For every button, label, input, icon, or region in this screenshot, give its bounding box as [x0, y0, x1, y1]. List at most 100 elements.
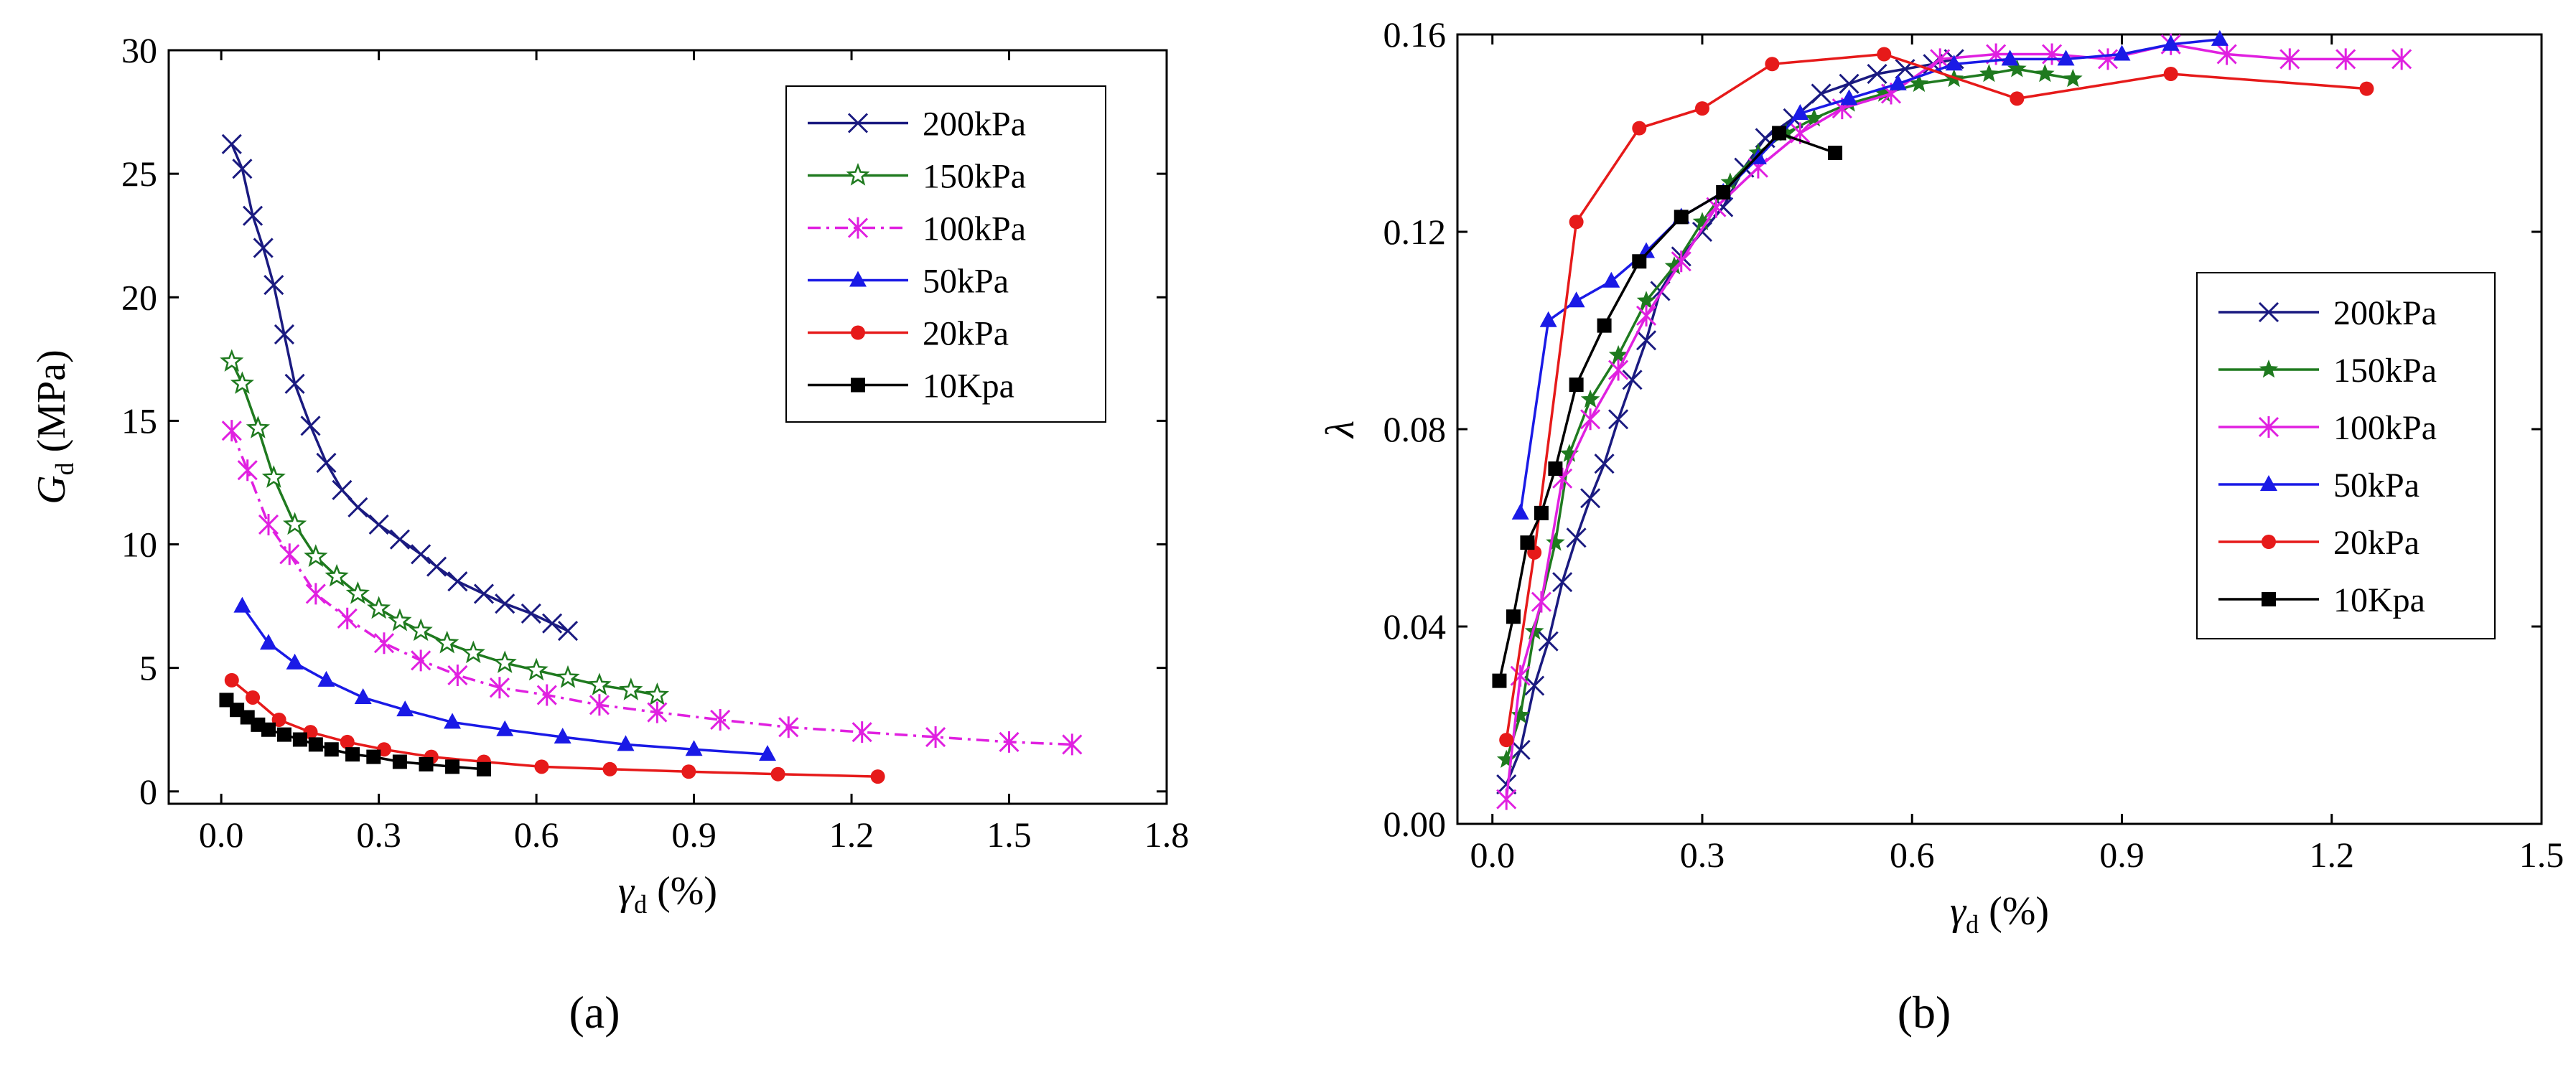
series-50kPa [233, 596, 776, 761]
data-point [925, 726, 946, 749]
data-point [770, 766, 785, 782]
data-point [274, 324, 295, 344]
y-tick-label: 0 [139, 771, 157, 812]
data-point [2007, 59, 2027, 78]
y-axis-title: Gd (MPa) [29, 349, 79, 505]
data-point [426, 556, 447, 577]
data-point [1716, 185, 1731, 200]
legend-marker [2259, 360, 2279, 378]
data-point [233, 596, 251, 613]
x-tick-label: 0.3 [1680, 835, 1725, 875]
data-point [554, 728, 571, 744]
data-point [1548, 461, 1563, 476]
data-point [1692, 212, 1712, 230]
y-tick-label: 25 [121, 154, 157, 194]
data-point [366, 749, 381, 764]
data-point [1622, 370, 1643, 390]
series-10Kpa [219, 693, 491, 777]
data-point [304, 544, 328, 567]
data-point [2279, 48, 2300, 70]
data-point [1664, 256, 1684, 275]
data-point [1632, 121, 1647, 136]
data-point [1534, 505, 1549, 520]
legend-label: 200kPa [2333, 294, 2437, 332]
x-tick-label: 0.3 [356, 815, 401, 855]
data-point [1804, 108, 1824, 127]
data-point [316, 452, 337, 473]
data-point [409, 618, 433, 642]
data-point [1694, 101, 1709, 116]
data-point [435, 630, 459, 654]
data-point [1632, 254, 1647, 269]
legend-label: 20kPa [2333, 524, 2419, 562]
legend-marker [851, 377, 865, 393]
chart-panel-a: 0.0 0.3 0.6 0.9 1.2 1.5 1.8 0 5 10 15 20 25 30 γd (%) G… [29, 30, 1189, 1038]
data-point [1945, 55, 1963, 71]
data-point [2163, 67, 2178, 81]
data-point [602, 761, 617, 777]
data-point [681, 764, 696, 779]
data-point [1602, 271, 1620, 288]
data-point [232, 159, 253, 179]
x-tick-label: 0.0 [199, 815, 244, 855]
data-point [221, 133, 242, 154]
legend-marker [2260, 475, 2277, 491]
data-point [263, 274, 284, 296]
legend: 200kPa 150kPa 100kPa 50kPa 20kPa 10Kpa [785, 85, 1106, 423]
legend-label: 100kPa [2333, 409, 2437, 447]
legend-label: 50kPa [923, 263, 1009, 301]
data-point [999, 731, 1019, 753]
series-100kPa [221, 420, 1083, 756]
data-point [1635, 304, 1657, 327]
data-point [2391, 48, 2412, 70]
data-point [1909, 73, 1929, 93]
data-point [419, 756, 434, 771]
data-point [317, 670, 335, 687]
series-20kPa [1499, 47, 2374, 748]
data-point [1539, 311, 1557, 327]
data-point [389, 529, 410, 550]
data-point [851, 721, 872, 743]
data-point [411, 649, 431, 672]
x-tick-label: 1.5 [2519, 835, 2565, 875]
data-point [224, 672, 239, 688]
data-point [1506, 609, 1521, 624]
data-point [1538, 631, 1559, 652]
data-point [870, 769, 885, 784]
data-point [282, 512, 307, 535]
data-point [521, 603, 541, 624]
data-point [354, 688, 372, 704]
data-point [2359, 81, 2374, 96]
legend-marker [846, 163, 870, 186]
data-point [1839, 73, 1859, 94]
legend-marker [849, 271, 867, 287]
data-point [1811, 83, 1831, 104]
data-point [1552, 572, 1573, 593]
legend-marker [847, 217, 869, 239]
data-point [368, 514, 389, 535]
data-point [536, 684, 557, 706]
data-point [388, 608, 412, 632]
legend-label: 100kPa [923, 210, 1026, 248]
data-point [1511, 705, 1530, 724]
data-point [1567, 291, 1585, 308]
data-point [589, 694, 610, 716]
data-point [534, 759, 549, 774]
data-point [261, 722, 276, 737]
data-point [324, 742, 339, 757]
series-50kPa [1511, 29, 2229, 520]
legend-label: 10Kpa [2333, 581, 2425, 619]
data-point [1635, 330, 1657, 351]
legend-box [2196, 272, 2496, 639]
data-point [2063, 68, 2083, 88]
y-tick-label: 0.00 [1383, 804, 1447, 844]
data-point [1607, 359, 1629, 381]
data-point [473, 583, 495, 604]
data-point [373, 632, 395, 655]
data-point [496, 720, 514, 736]
data-point [230, 371, 255, 394]
data-point [1877, 47, 1892, 62]
data-point [1524, 675, 1545, 696]
data-point [524, 657, 549, 681]
data-point [1828, 146, 1843, 160]
